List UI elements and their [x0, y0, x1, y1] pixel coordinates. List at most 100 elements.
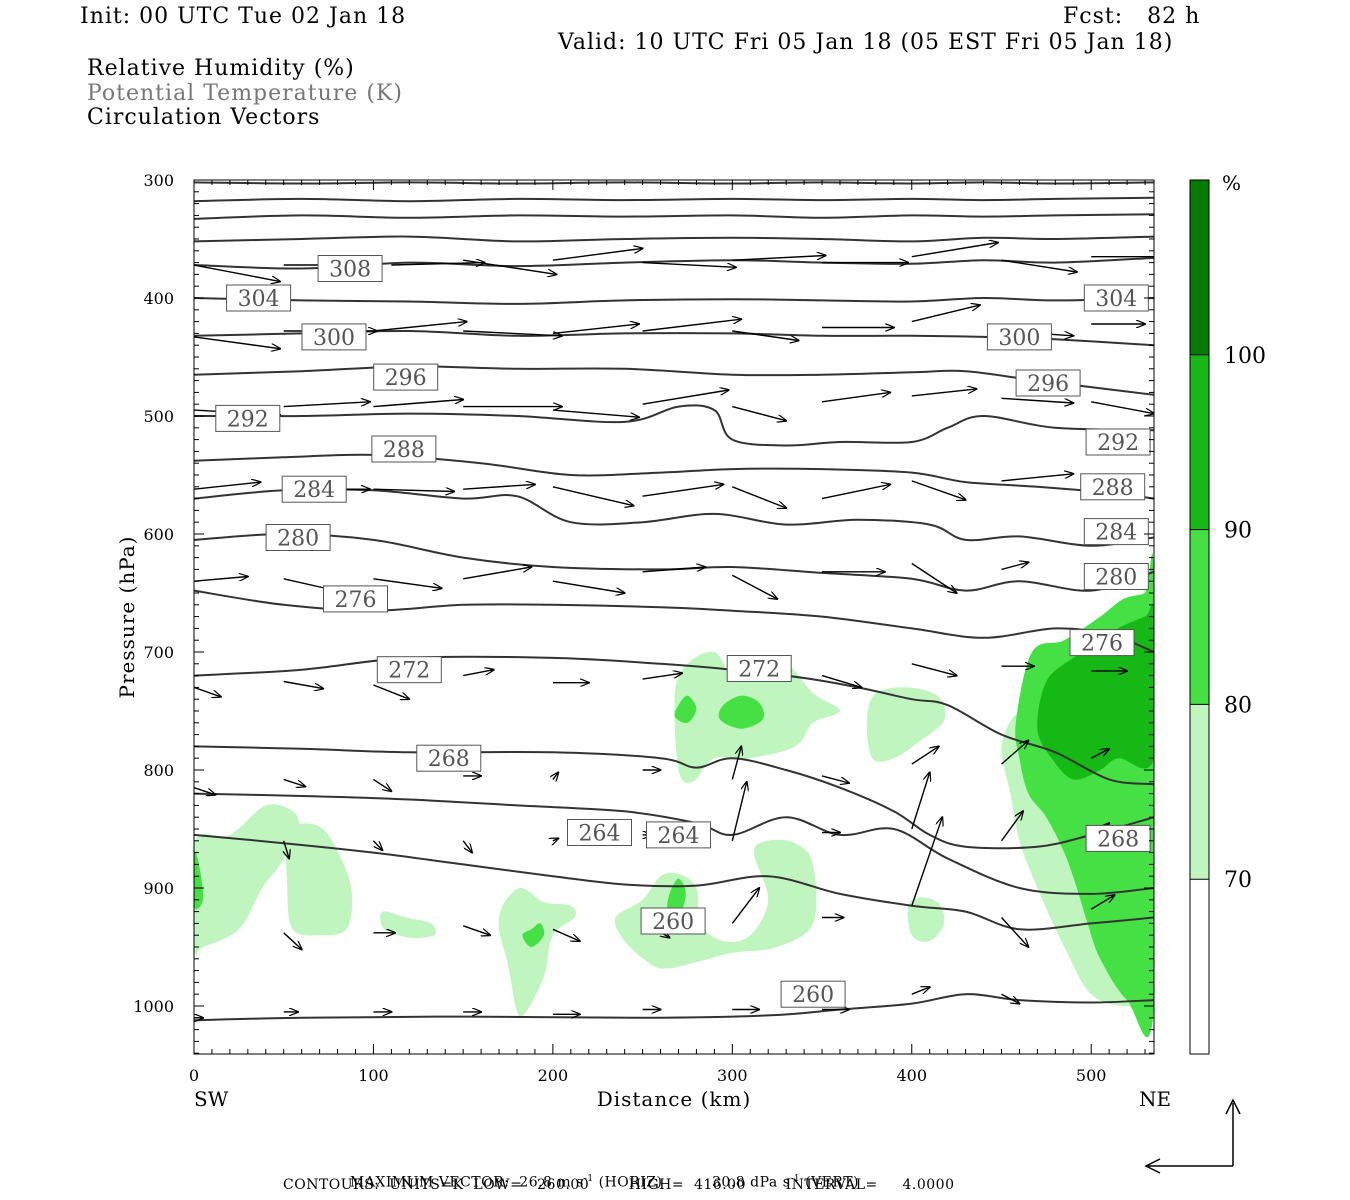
- contour-label-box: [373, 363, 439, 391]
- circulation-vector: [462, 925, 490, 935]
- circulation-vector: [194, 686, 221, 696]
- contour-label: 280: [277, 527, 319, 552]
- x-axis-title: Distance (km): [597, 1087, 752, 1111]
- circulation-vector: [1090, 749, 1109, 759]
- circulation-vector: [463, 567, 531, 580]
- contour-label: 272: [388, 659, 430, 684]
- circulation-vector: [642, 567, 706, 573]
- y-tick-label: 300: [143, 171, 174, 190]
- sw-label: SW: [194, 1087, 229, 1111]
- contour-label: 268: [428, 747, 470, 772]
- colorbar-swatch: [1190, 354, 1209, 530]
- circulation-vector: [552, 928, 580, 941]
- theta-contour-320: [194, 213, 1154, 220]
- rh-region-70: [194, 804, 299, 956]
- circulation-vector: [732, 405, 786, 421]
- contour-label-box: [281, 475, 347, 503]
- circulation-vector: [373, 322, 466, 332]
- contour-label-box: [1080, 473, 1146, 501]
- contour-label: 260: [652, 910, 694, 935]
- circulation-vector: [391, 263, 484, 265]
- horiz-value: 26.8 m s: [519, 1174, 584, 1191]
- circulation-vector: [1090, 895, 1114, 910]
- circulation-vector: [194, 482, 260, 490]
- circulation-vector: [373, 684, 409, 699]
- colorbar-level-label: 100: [1224, 344, 1266, 369]
- contour-label: 276: [1081, 632, 1123, 657]
- init-time: Init: 00 UTC Tue 02 Jan 18: [80, 4, 407, 29]
- circulation-vector: [642, 319, 742, 332]
- circulation-vector: [194, 577, 248, 582]
- circulation-vector: [731, 782, 746, 841]
- circulation-vector: [911, 987, 930, 995]
- circulation-vector: [283, 402, 370, 408]
- circulation-vector: [1091, 401, 1154, 414]
- rh-region-80: [718, 695, 765, 729]
- y-axis-title: Pressure (hPa): [115, 536, 139, 699]
- circulation-vector: [1001, 741, 1029, 765]
- x-tick-label: 300: [717, 1066, 748, 1085]
- circulation-vector: [1001, 259, 1077, 272]
- theta-contour-328: [194, 181, 1154, 185]
- y-tick-label: 400: [143, 289, 174, 308]
- circulation-vector: [731, 888, 759, 924]
- theta-contour-288: [194, 488, 1154, 547]
- legend-theta: Potential Temperature (K): [87, 81, 403, 106]
- circulation-vector: [283, 932, 302, 950]
- x-tick-label: 500: [1076, 1066, 1107, 1085]
- contour-label: 304: [1095, 287, 1137, 312]
- contour-label: 308: [329, 258, 371, 283]
- circulation-vector: [283, 680, 324, 689]
- contour-label-box: [726, 655, 792, 682]
- circulation-vector: [911, 663, 957, 676]
- circulation-vector: [462, 840, 472, 853]
- rh-region-70: [380, 911, 437, 938]
- theta-contour-300: [194, 365, 1154, 396]
- contour-label: 292: [1097, 431, 1139, 456]
- y-tick-label: 600: [143, 525, 174, 544]
- theta-contour-308: [194, 296, 1154, 305]
- contour-label: 284: [293, 478, 335, 503]
- contour-label-box: [317, 255, 383, 282]
- circulation-vector: [373, 778, 391, 791]
- circulation-vector: [911, 562, 957, 594]
- forecast-hour: Fcst: 82 h: [1063, 4, 1201, 29]
- valid-time: Valid: 10 UTC Fri 05 Jan 18 (05 EST Fri …: [558, 30, 1174, 55]
- circulation-vector: [373, 400, 463, 408]
- contour-label-box: [416, 744, 482, 772]
- y-tick-label: 700: [143, 643, 174, 662]
- circulation-vector: [552, 409, 639, 417]
- contour-label: 284: [1095, 521, 1137, 546]
- colorbar-swatch: [1190, 180, 1209, 355]
- circulation-vector: [553, 772, 558, 779]
- circulation-vector: [1000, 811, 1024, 842]
- contour-label-box: [646, 821, 711, 849]
- contour-label-box: [780, 980, 846, 1008]
- circulation-vector: [1001, 993, 1020, 1003]
- contour-label-box: [1069, 629, 1135, 657]
- y-tick-label: 1000: [133, 997, 174, 1016]
- footer-contours: CONTOURS: UNITS=K LOW= 260.00 HIGH= 416.…: [283, 1177, 955, 1193]
- max-vector-label: MAXIMUM VECTOR:: [349, 1174, 510, 1191]
- x-tick-label: 100: [358, 1066, 389, 1085]
- circulation-vector: [283, 778, 306, 786]
- contour-label-box: [640, 907, 706, 935]
- rh-region-80: [522, 923, 545, 947]
- contour-label: 300: [998, 326, 1040, 351]
- circulation-vector: [373, 489, 454, 491]
- contour-label: 288: [383, 438, 425, 463]
- rh-region-70: [285, 823, 353, 936]
- circulation-vector: [911, 817, 943, 906]
- footer-max-vector: MAXIMUM VECTOR: 26.8 m s-1 (HORIZ) 30.8 …: [340, 1158, 859, 1191]
- x-tick-label: 400: [896, 1066, 927, 1085]
- contour-label: 292: [227, 407, 269, 432]
- contour-label: 296: [1027, 372, 1069, 397]
- contour-label-box: [265, 524, 331, 551]
- colorbar-swatch: [1190, 529, 1209, 705]
- legend-vectors: Circulation Vectors: [87, 105, 321, 130]
- theta-contour-264: [194, 833, 1154, 931]
- rh-region-80: [674, 695, 697, 724]
- contour-label-box: [986, 323, 1052, 351]
- circulation-vector: [911, 746, 939, 765]
